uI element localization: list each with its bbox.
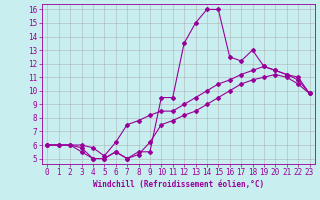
X-axis label: Windchill (Refroidissement éolien,°C): Windchill (Refroidissement éolien,°C) — [93, 180, 264, 189]
